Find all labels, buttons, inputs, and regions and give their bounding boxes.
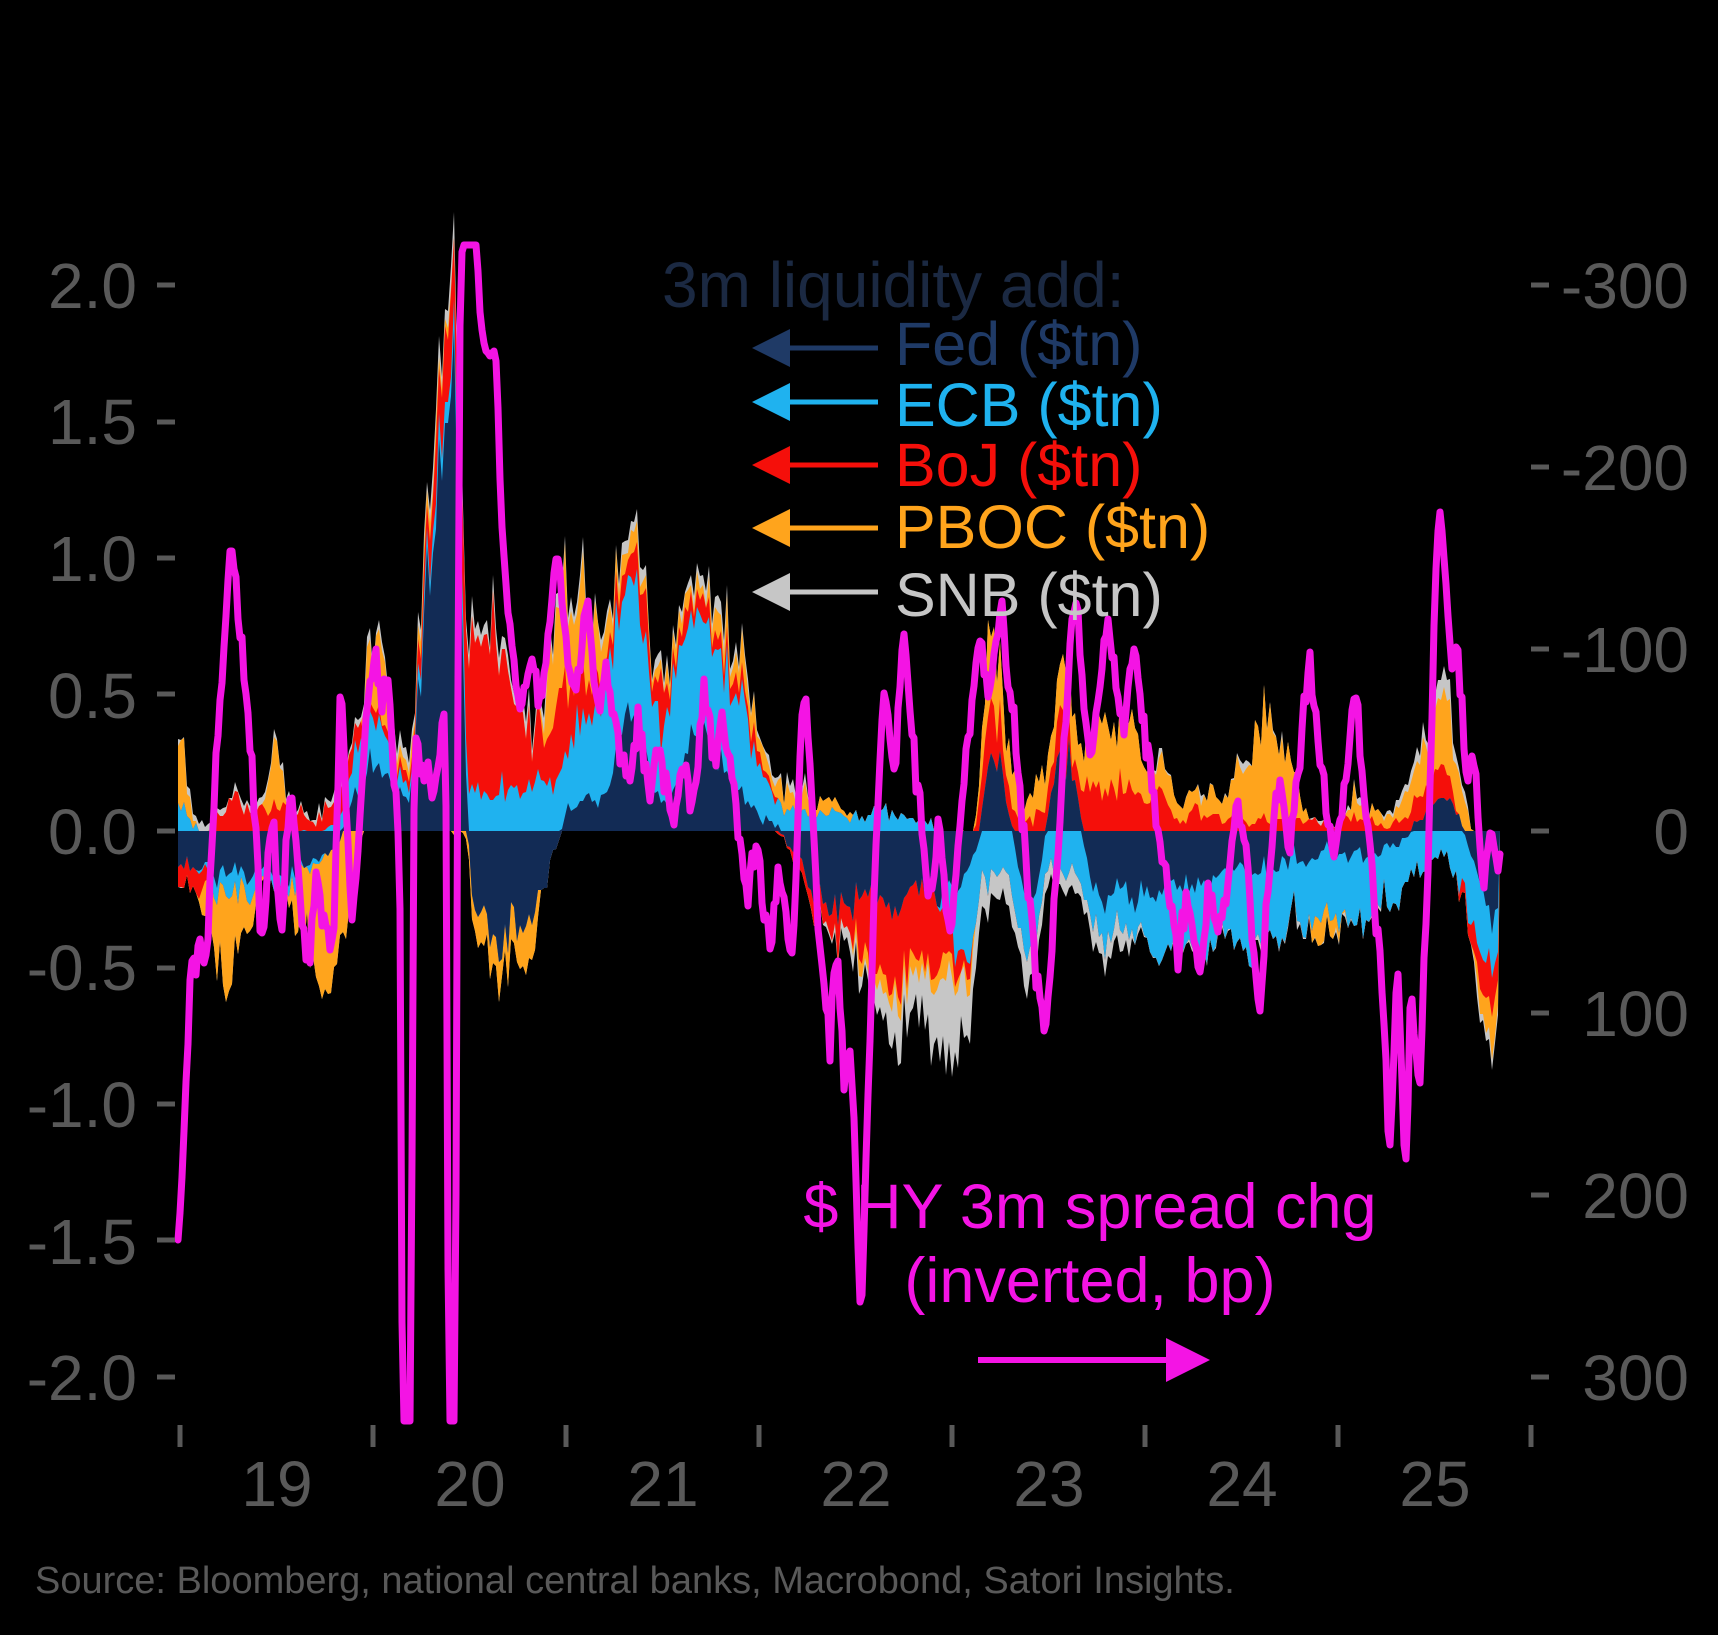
svg-text:PBOC ($tn): PBOC ($tn) — [895, 493, 1210, 561]
svg-text:-1.0: -1.0 — [27, 1069, 137, 1141]
svg-text:BoJ ($tn): BoJ ($tn) — [895, 431, 1143, 499]
svg-text:Source: Bloomberg, national ce: Source: Bloomberg, national central bank… — [35, 1560, 1235, 1602]
svg-text:24: 24 — [1206, 1448, 1277, 1520]
svg-text:-200: -200 — [1561, 432, 1689, 504]
svg-text:ECB ($tn): ECB ($tn) — [895, 371, 1163, 439]
svg-text:-2.0: -2.0 — [27, 1342, 137, 1414]
svg-text:SNB ($tn): SNB ($tn) — [895, 561, 1163, 629]
svg-text:0.5: 0.5 — [48, 660, 137, 732]
svg-text:25: 25 — [1399, 1448, 1470, 1520]
svg-text:200: 200 — [1582, 1160, 1689, 1232]
svg-text:22: 22 — [820, 1448, 891, 1520]
svg-text:2.0: 2.0 — [48, 250, 137, 322]
svg-text:19: 19 — [241, 1448, 312, 1520]
svg-text:-100: -100 — [1561, 614, 1689, 686]
svg-text:-1.5: -1.5 — [27, 1206, 137, 1278]
svg-text:(inverted, bp): (inverted, bp) — [904, 1246, 1275, 1316]
svg-text:0: 0 — [1653, 796, 1689, 868]
svg-text:20: 20 — [434, 1448, 505, 1520]
svg-text:0.0: 0.0 — [48, 796, 137, 868]
svg-text:3m liquidity add:: 3m liquidity add: — [662, 249, 1124, 321]
svg-text:1.5: 1.5 — [48, 386, 137, 458]
svg-text:-0.5: -0.5 — [27, 932, 137, 1004]
svg-text:-300: -300 — [1561, 250, 1689, 322]
svg-text:Fed ($tn): Fed ($tn) — [895, 310, 1143, 378]
svg-text:1.0: 1.0 — [48, 523, 137, 595]
svg-text:21: 21 — [627, 1448, 698, 1520]
svg-text:100: 100 — [1582, 978, 1689, 1050]
svg-text:23: 23 — [1013, 1448, 1084, 1520]
svg-text:300: 300 — [1582, 1342, 1689, 1414]
svg-text:$ HY 3m spread chg: $ HY 3m spread chg — [803, 1172, 1376, 1242]
